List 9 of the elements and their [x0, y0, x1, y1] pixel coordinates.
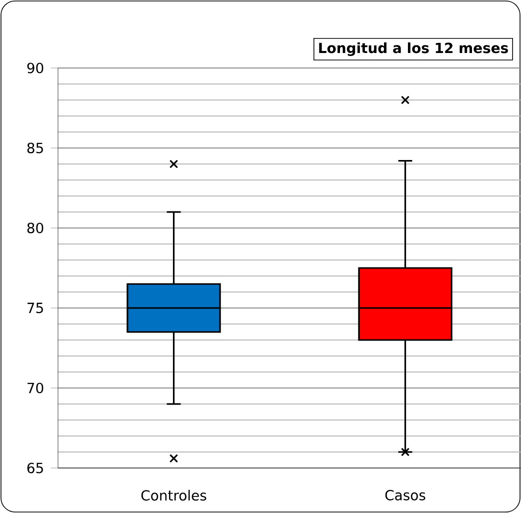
x-tick-label: Controles — [141, 490, 206, 501]
y-tick-label: 70 — [28, 382, 44, 394]
chart-title: Longitud a los 12 meses — [319, 42, 508, 56]
x-tick-label: Casos — [385, 490, 426, 500]
y-tick-label: 65 — [27, 462, 43, 474]
y-tick-label: 80 — [27, 222, 44, 234]
y-tick-label: 85 — [27, 142, 43, 154]
y-tick-label: 75 — [28, 302, 43, 314]
y-tick-label: 90 — [27, 62, 44, 74]
